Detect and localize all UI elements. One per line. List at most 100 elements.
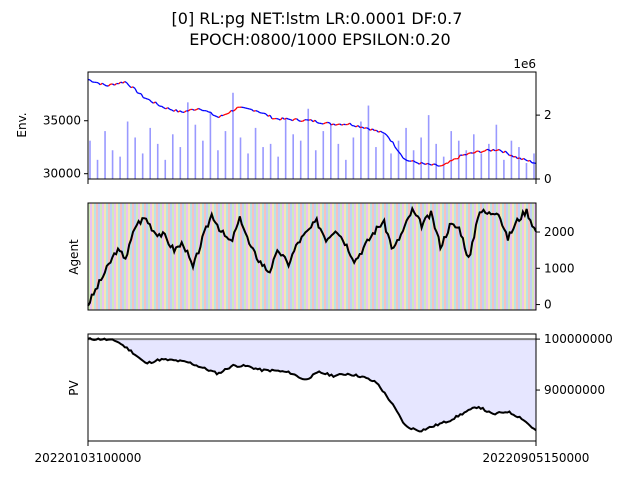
action-stripe [386,203,388,310]
action-stripe [442,203,444,310]
price-segment [140,93,144,98]
action-stripe [528,203,530,310]
action-stripe [458,203,460,310]
price-segment [210,111,214,116]
price-segment [314,119,318,123]
price-segment [316,121,320,124]
action-stripe [338,203,340,310]
action-stripe [136,203,138,310]
price-segment [132,86,136,90]
action-stripe [170,203,172,310]
price-segment [196,107,199,111]
action-stripe [294,203,296,310]
action-stripe [206,203,208,310]
action-stripe [226,203,228,310]
x-tick-label-start: 20220103100000 [35,451,142,465]
price-segment [130,86,134,89]
action-stripe [514,203,516,310]
price-segment [363,127,367,129]
price-segment [251,108,255,112]
price-segment [128,85,132,89]
price-segment [192,108,195,111]
price-segment [523,157,527,161]
action-stripe [366,203,368,310]
price-segment [525,159,529,162]
price-segment [267,114,271,117]
action-stripe [306,203,308,310]
env-right-tick-label: 0 [544,172,552,186]
action-stripe [482,203,484,310]
env-ticks: 35000 30000 2 0 [43,108,552,186]
action-stripe [336,203,338,310]
price-segment [337,123,340,126]
action-stripe [320,203,322,310]
price-segment [183,110,187,113]
price-segment [269,114,273,120]
price-segment [232,109,236,112]
price-segment [498,148,502,152]
action-stripe [318,203,320,310]
action-stripe [316,203,318,310]
price-segment [371,128,375,131]
action-stripe [228,203,230,310]
price-segment [292,118,296,122]
price-segment [502,150,506,154]
action-stripe [332,203,334,310]
price-segment [120,81,124,84]
pv-line [87,337,537,433]
action-stripe [362,203,364,310]
action-stripe [426,203,428,310]
action-stripe [222,203,224,310]
action-stripe [400,203,402,310]
price-line [87,78,537,167]
action-stripe [178,203,180,310]
action-stripe [120,203,122,310]
action-stripe [110,203,112,310]
action-stripe [202,203,204,310]
action-stripe [418,203,420,310]
action-stripe [302,203,304,310]
action-stripe [262,203,264,310]
price-segment [163,107,167,110]
price-segment [263,112,267,115]
price-segment [478,150,482,154]
action-stripe [314,203,316,310]
action-stripe [212,203,214,310]
action-stripe [90,203,92,310]
pv-fill-area [88,338,536,432]
action-stripe [100,203,102,310]
action-stripe [430,203,432,310]
price-segment [200,108,203,112]
action-stripe [506,203,508,310]
price-segment [245,107,248,110]
action-stripe [460,203,462,310]
price-segment [122,80,126,84]
action-stripe [200,203,202,310]
action-stripe [152,203,154,310]
action-stripe [404,203,406,310]
action-stripe [432,203,434,310]
volume-bars [89,92,535,179]
action-stripe [164,203,166,310]
action-stripe [456,203,458,310]
action-stripe [286,203,288,310]
price-segment [482,150,486,153]
action-stripe [342,203,344,310]
action-stripe [162,203,164,310]
price-segment [165,107,169,110]
action-stripe [166,203,168,310]
action-stripe [102,203,104,310]
action-stripe [258,203,260,310]
price-segment [206,110,210,113]
action-stripe [244,203,246,310]
action-stripe [238,203,240,310]
action-stripe [236,203,238,310]
price-segment [466,152,469,156]
pv-ticks: 100000000 90000000 [536,332,613,397]
price-segment [353,125,357,128]
action-stripe [232,203,234,310]
price-segment [114,83,118,86]
action-stripe [446,203,448,310]
action-stripe [182,203,184,310]
